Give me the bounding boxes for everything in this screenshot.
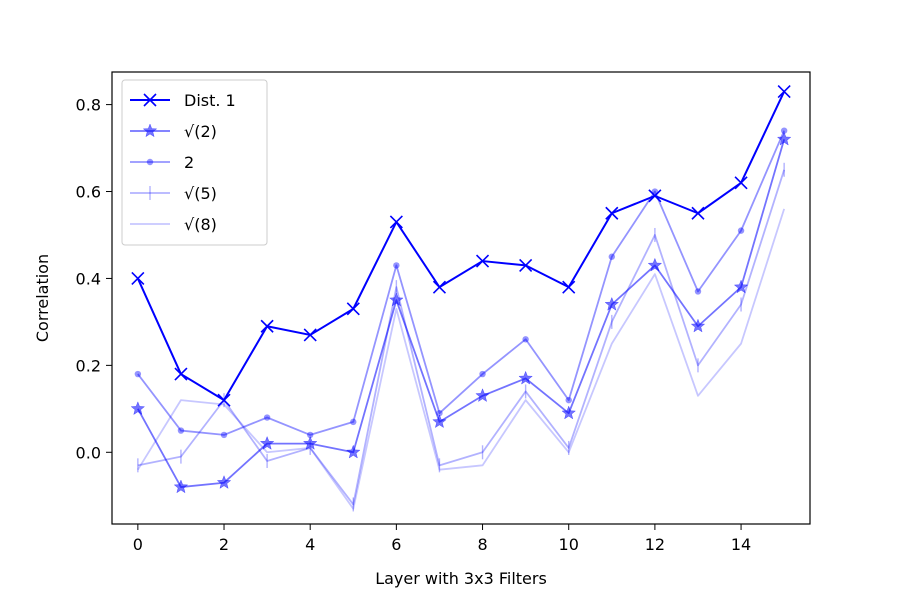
data-point (260, 319, 274, 333)
data-point (733, 279, 749, 294)
x-tick-label: 10 (559, 535, 579, 554)
data-point (302, 435, 318, 450)
data-point (604, 296, 620, 311)
data-point (694, 288, 702, 295)
legend-label: √(2) (184, 122, 217, 141)
x-axis-label: Layer with 3x3 Filters (375, 569, 547, 588)
data-point (303, 328, 317, 342)
data-point (432, 414, 447, 429)
data-point (475, 254, 490, 268)
data-point (216, 475, 232, 489)
data-point (561, 405, 577, 420)
data-point (690, 318, 706, 333)
y-tick-label: 0.8 (76, 96, 101, 115)
series-line-4 (137, 208, 786, 510)
legend-marker (146, 158, 154, 166)
x-tick-label: 14 (731, 535, 751, 554)
y-axis-label: Correlation (33, 254, 52, 342)
series-line-2 (137, 130, 785, 436)
series-line-0 (136, 91, 786, 402)
y-tick-label: 0.4 (76, 269, 101, 288)
y-tick-label: 0.2 (76, 356, 101, 375)
legend-marker (142, 123, 158, 138)
legend-box (121, 79, 268, 246)
data-point (389, 292, 404, 307)
x-tick-label: 12 (645, 535, 665, 554)
legend-label: √(8) (184, 215, 217, 234)
plot-frame (111, 71, 811, 525)
x-axis: 0 2 4 6 8 10 12 14 (133, 524, 751, 554)
data-point (691, 206, 705, 220)
data-point (518, 370, 533, 385)
data-point (345, 444, 361, 459)
data-point (777, 84, 791, 99)
data-point (605, 206, 619, 220)
x-tick-label: 8 (477, 535, 487, 554)
data-point (131, 271, 145, 286)
series-line-1 (137, 139, 786, 488)
data-point (565, 396, 572, 404)
plot-lines (136, 91, 786, 510)
data-point (432, 280, 447, 294)
data-point (389, 215, 403, 229)
data-point (647, 257, 663, 272)
x-tick-label: 0 (133, 535, 143, 554)
data-point (562, 280, 576, 294)
data-point (220, 431, 228, 439)
x-tick-label: 2 (219, 535, 229, 554)
x-tick-label: 4 (305, 535, 315, 554)
data-point (259, 435, 275, 450)
legend-label: 2 (184, 153, 194, 172)
y-axis: 0.0 0.2 0.4 0.6 0.8 (76, 96, 112, 462)
plot-markers (130, 84, 792, 512)
data-point (475, 388, 490, 403)
legend: Dist. 1 √(2) 2 √(5) √(8) (121, 79, 268, 246)
series-line-3 (137, 169, 786, 506)
data-point (651, 188, 659, 195)
y-tick-label: 0.0 (76, 443, 101, 462)
data-point (174, 367, 188, 381)
data-point (306, 431, 314, 439)
data-point (737, 227, 745, 234)
data-point (173, 479, 189, 494)
x-tick-label: 6 (391, 535, 401, 554)
data-point (608, 253, 616, 260)
data-point (734, 176, 748, 190)
legend-marker (143, 93, 157, 107)
data-point (436, 409, 443, 417)
data-point (130, 401, 146, 416)
data-point (393, 262, 400, 269)
data-point (263, 414, 271, 421)
data-point (780, 127, 788, 134)
data-point (519, 258, 533, 272)
data-point (776, 131, 792, 146)
data-point (134, 370, 142, 378)
data-point (479, 370, 486, 378)
data-point (522, 336, 529, 343)
legend-label: √(5) (184, 184, 217, 203)
y-tick-label: 0.6 (76, 183, 101, 202)
data-point (217, 393, 231, 407)
data-point (648, 189, 662, 203)
data-point (350, 418, 357, 426)
data-point (346, 302, 360, 316)
data-point (177, 427, 185, 434)
legend-label: Dist. 1 (184, 91, 236, 110)
